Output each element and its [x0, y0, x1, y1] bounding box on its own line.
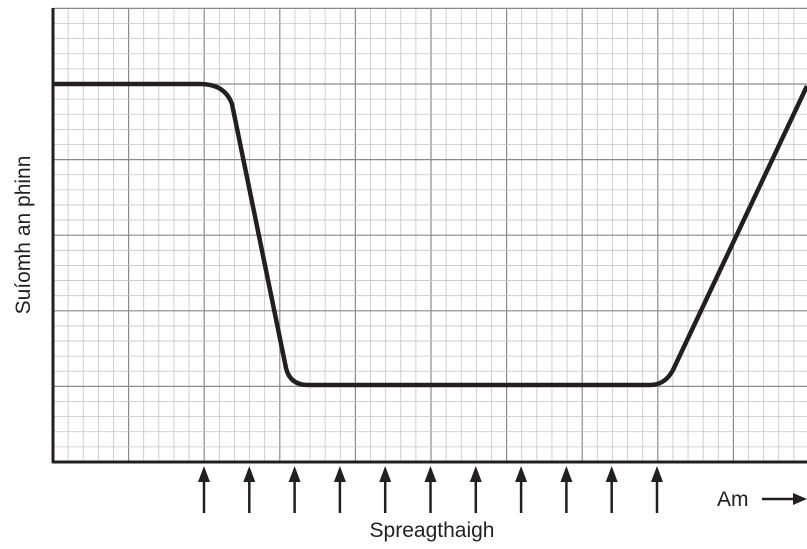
stimulus-arrow-head: [379, 466, 392, 482]
stimulus-arrow-head: [243, 466, 256, 482]
stimulus-arrow-head: [651, 466, 663, 482]
stimulus-arrow-head: [560, 466, 573, 482]
stimulus-arrow-head: [333, 466, 346, 482]
time-label: Am: [717, 488, 749, 511]
pen-trace: [53, 81, 807, 388]
graph-paper: [52, 7, 807, 463]
stimulus-arrow-head: [288, 466, 301, 482]
y-axis-label: Suíomh an phinn: [12, 156, 35, 315]
stimulus-label: Spreagthaigh: [370, 519, 495, 542]
stimulus-arrow-head: [605, 466, 618, 482]
stimulus-arrows: [198, 466, 663, 513]
stimulus-arrow-head: [515, 466, 528, 482]
stimulus-arrow-head: [424, 466, 437, 482]
stimulus-arrow-head: [198, 466, 210, 482]
stimulus-arrow-head: [469, 466, 482, 482]
time-arrow-head: [793, 493, 807, 505]
